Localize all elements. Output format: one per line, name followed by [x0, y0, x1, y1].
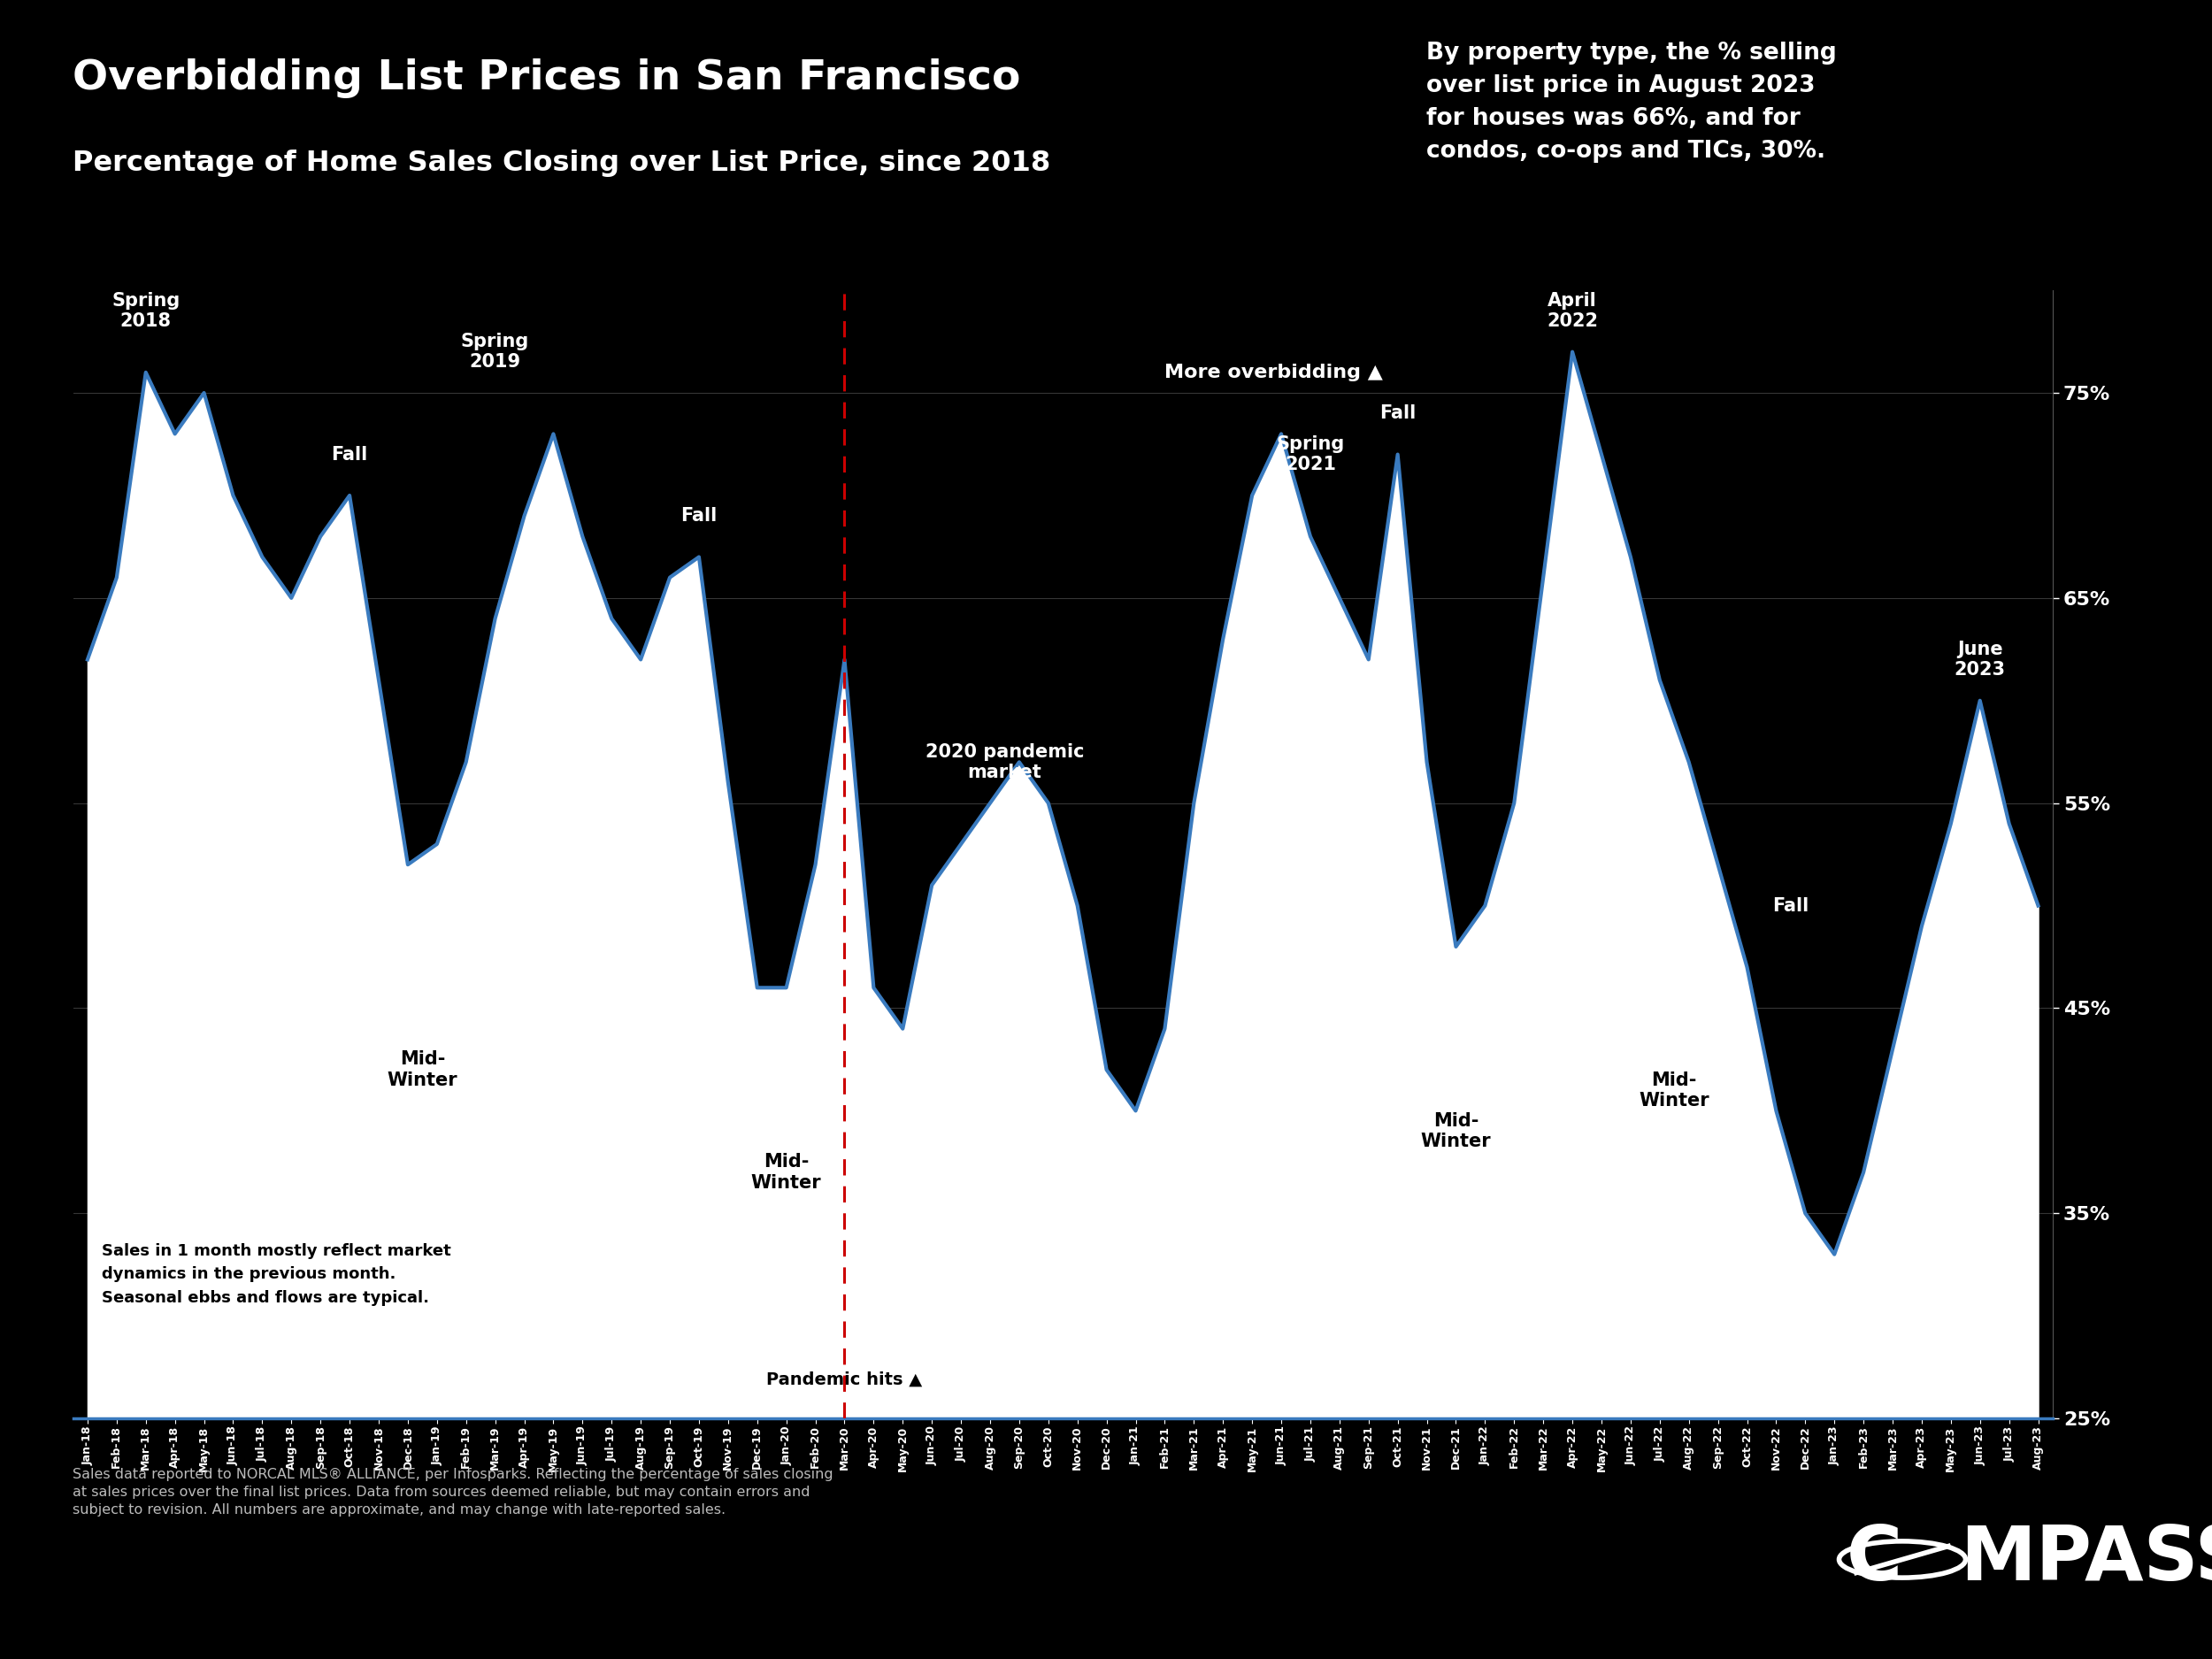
Text: April
2022: April 2022	[1546, 292, 1597, 330]
Text: By property type, the % selling
over list price in August 2023
for houses was 66: By property type, the % selling over lis…	[1427, 41, 1836, 163]
Text: Spring
2019: Spring 2019	[460, 333, 529, 372]
Text: Mid-
Winter: Mid- Winter	[752, 1153, 821, 1191]
Text: Spring
2021: Spring 2021	[1276, 435, 1345, 473]
Text: Pandemic hits ▲: Pandemic hits ▲	[768, 1370, 922, 1387]
Text: Fall: Fall	[332, 446, 367, 463]
Text: 2020 pandemic
market: 2020 pandemic market	[925, 743, 1084, 781]
Text: Sales data reported to NORCAL MLS® ALLIANCE, per Infosparks. Reflecting the perc: Sales data reported to NORCAL MLS® ALLIA…	[73, 1468, 834, 1516]
Text: June
2023: June 2023	[1953, 640, 2006, 679]
Text: Overbidding List Prices in San Francisco: Overbidding List Prices in San Francisco	[73, 58, 1022, 98]
Text: Fall: Fall	[1380, 405, 1416, 423]
Text: More overbidding ▲: More overbidding ▲	[1166, 363, 1382, 382]
Text: Percentage of Home Sales Closing over List Price, since 2018: Percentage of Home Sales Closing over Li…	[73, 149, 1051, 178]
Text: Sales in 1 month mostly reflect market
dynamics in the previous month.
Seasonal : Sales in 1 month mostly reflect market d…	[102, 1243, 451, 1306]
Text: Mid-
Winter: Mid- Winter	[1115, 1236, 1186, 1274]
Text: Mid-
Winter: Mid- Winter	[1420, 1112, 1491, 1150]
Text: Mid-
Winter: Mid- Winter	[1639, 1072, 1710, 1110]
Text: MPASS: MPASS	[1960, 1523, 2212, 1596]
Text: Mid-
Winter: Mid- Winter	[387, 1050, 458, 1088]
Text: Spring
2018: Spring 2018	[111, 292, 179, 330]
Text: Fall: Fall	[1772, 898, 1809, 914]
Text: C: C	[1847, 1523, 1902, 1596]
Text: Fall: Fall	[681, 508, 717, 524]
Text: Mid-
Winter: Mid- Winter	[1858, 1379, 1929, 1417]
